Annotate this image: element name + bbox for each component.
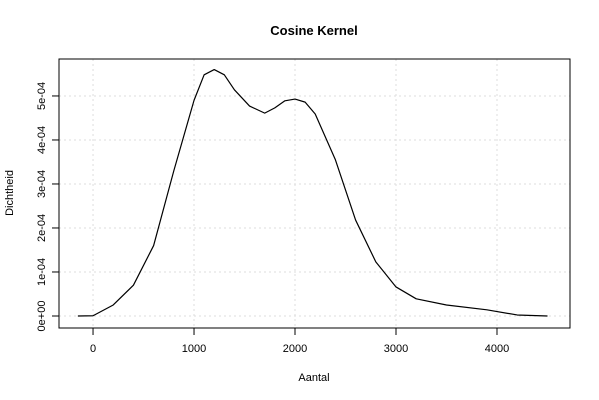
x-tick-label: 1000	[182, 343, 206, 355]
y-tick-label: 1e-04	[36, 258, 48, 286]
density-line	[77, 68, 548, 317]
plot-frame	[58, 58, 571, 329]
y-tick-label: 5e-04	[36, 82, 48, 110]
x-tick-label: 2000	[283, 343, 307, 355]
x-tick-label: 0	[90, 343, 96, 355]
x-tick-label: 4000	[485, 343, 509, 355]
y-tick-label: 0e+00	[36, 301, 48, 332]
y-tick-label: 3e-04	[36, 170, 48, 198]
x-axis-label: Aantal	[298, 372, 329, 384]
x-tick-label: 3000	[384, 343, 408, 355]
y-axis-label: Dichtheid	[4, 170, 16, 216]
chart-title: Cosine Kernel	[270, 23, 357, 38]
y-tick-label: 4e-04	[36, 126, 48, 154]
y-tick-label: 2e-04	[36, 214, 48, 242]
